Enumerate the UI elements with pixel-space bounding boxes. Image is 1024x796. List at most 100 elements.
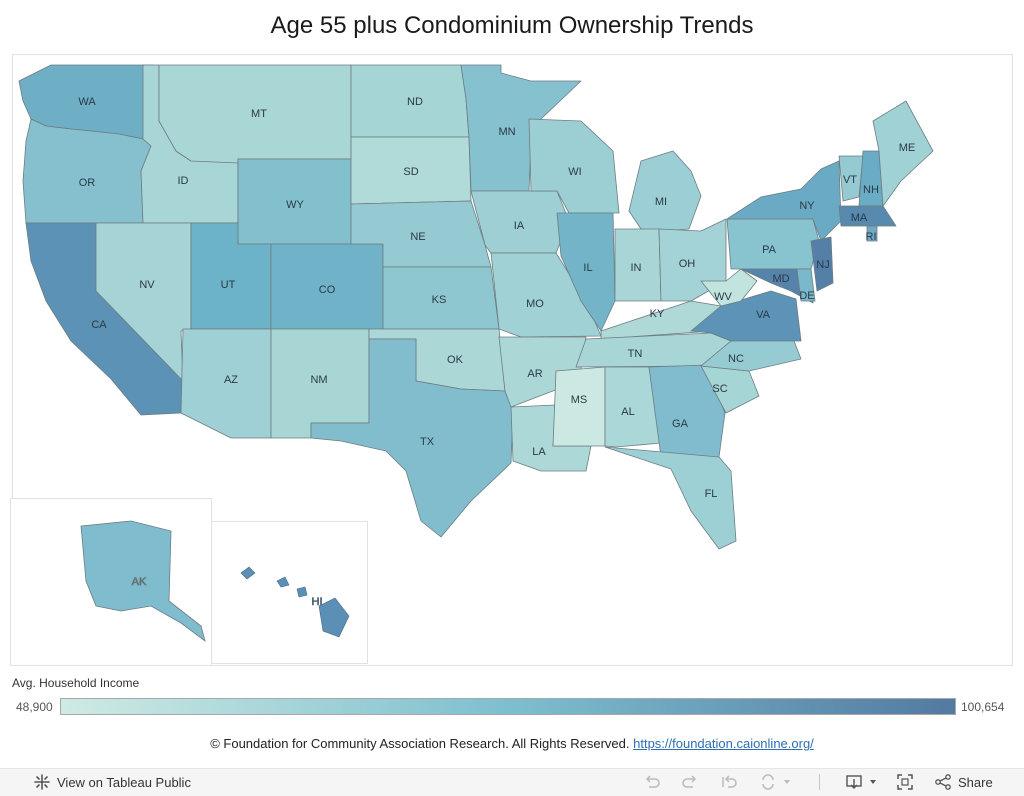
- state-az[interactable]: [180, 328, 272, 439]
- refresh-icon: [762, 774, 774, 790]
- state-label-ne: NE: [410, 231, 425, 243]
- tableau-toolbar: View on Tableau Public Share: [0, 768, 1024, 796]
- state-label-ny: NY: [799, 200, 815, 212]
- hawaii-island[interactable]: [276, 576, 290, 588]
- state-label-fl: FL: [705, 488, 718, 500]
- state-mi[interactable]: [628, 150, 702, 232]
- state-label-oh: OH: [679, 258, 696, 270]
- state-label-wi: WI: [568, 166, 581, 178]
- state-ar[interactable]: [498, 336, 587, 408]
- refresh-button[interactable]: [759, 773, 791, 791]
- state-nj[interactable]: [810, 236, 834, 292]
- state-ak[interactable]: [80, 520, 206, 643]
- share-label: Share: [958, 774, 993, 790]
- fullscreen-icon: [897, 774, 913, 790]
- state-ma[interactable]: [838, 205, 897, 227]
- fullscreen-button[interactable]: [896, 773, 914, 791]
- state-label-ca: CA: [91, 319, 107, 331]
- foundation-link[interactable]: https://foundation.caionline.org/: [633, 736, 814, 751]
- state-label-il: IL: [583, 262, 592, 274]
- chevron-down-icon: [870, 780, 876, 784]
- state-label-mo: MO: [526, 298, 544, 310]
- download-button[interactable]: [845, 773, 877, 791]
- state-label-ga: GA: [672, 418, 689, 430]
- state-nc[interactable]: [700, 332, 802, 372]
- state-label-la: LA: [532, 446, 546, 458]
- state-ri[interactable]: [866, 225, 878, 242]
- state-label-ma: MA: [851, 212, 868, 224]
- state-label-ok: OK: [447, 354, 464, 366]
- copyright-text: © Foundation for Community Association R…: [210, 736, 630, 751]
- state-label-pa: PA: [762, 244, 777, 256]
- revert-button[interactable]: [720, 773, 738, 791]
- hawaii-island[interactable]: [296, 586, 308, 598]
- state-fl[interactable]: [604, 446, 737, 550]
- state-label-wv: WV: [714, 291, 732, 303]
- hawaii-inset[interactable]: HI: [211, 521, 368, 664]
- state-label-nv: NV: [139, 279, 155, 291]
- legend-min-label: 48,900: [16, 700, 53, 714]
- state-label-tx: TX: [420, 436, 435, 448]
- state-label-id: ID: [178, 175, 189, 187]
- state-label-md: MD: [772, 273, 789, 285]
- legend-title: Avg. Household Income: [12, 676, 140, 690]
- state-ny[interactable]: [726, 160, 842, 242]
- alaska-inset[interactable]: AK: [10, 498, 212, 666]
- share-icon: [935, 774, 951, 790]
- state-label-al: AL: [621, 406, 634, 418]
- redo-button[interactable]: [681, 773, 699, 791]
- state-label-ms: MS: [571, 394, 588, 406]
- state-label-hi: HI: [312, 596, 323, 608]
- undo-button[interactable]: [643, 773, 661, 791]
- state-vt[interactable]: [838, 155, 864, 202]
- tableau-logo-icon: [34, 774, 50, 790]
- chevron-down-icon: [784, 780, 790, 784]
- state-label-or: OR: [79, 177, 96, 189]
- state-ga[interactable]: [648, 364, 726, 458]
- state-label-tn: TN: [628, 348, 643, 360]
- state-label-co: CO: [319, 284, 336, 296]
- state-label-nd: ND: [407, 96, 423, 108]
- state-label-ia: IA: [514, 220, 525, 232]
- state-label-sc: SC: [712, 383, 727, 395]
- state-ms[interactable]: [552, 366, 606, 447]
- legend-gradient-bar: [60, 698, 956, 715]
- state-hi[interactable]: [318, 597, 350, 638]
- state-label-ky: KY: [650, 308, 665, 320]
- state-label-me: ME: [899, 142, 916, 154]
- page-title: Age 55 plus Condominium Ownership Trends: [270, 12, 754, 39]
- state-label-nm: NM: [310, 374, 327, 386]
- state-label-de: DE: [799, 290, 814, 302]
- undo-icon: [645, 775, 660, 788]
- share-button[interactable]: Share: [934, 773, 993, 791]
- download-icon: [846, 775, 862, 789]
- state-label-mt: MT: [251, 108, 267, 120]
- state-label-sd: SD: [403, 166, 418, 178]
- state-label-az: AZ: [224, 374, 238, 386]
- view-on-tableau-button[interactable]: View on Tableau Public: [33, 773, 191, 791]
- hawaii-island[interactable]: [240, 566, 256, 580]
- state-label-in: IN: [631, 262, 642, 274]
- state-label-ks: KS: [432, 294, 447, 306]
- view-on-tableau-label: View on Tableau Public: [57, 774, 191, 790]
- state-label-ri: RI: [866, 231, 877, 243]
- state-label-mn: MN: [498, 126, 515, 138]
- state-label-mi: MI: [655, 196, 667, 208]
- state-me[interactable]: [872, 100, 934, 207]
- state-de[interactable]: [796, 268, 816, 302]
- state-label-ut: UT: [221, 279, 236, 291]
- redo-icon: [682, 775, 697, 788]
- state-wv[interactable]: [700, 268, 758, 307]
- state-label-wa: WA: [78, 96, 96, 108]
- state-label-nj: NJ: [816, 259, 829, 271]
- state-label-ar: AR: [527, 368, 542, 380]
- state-tx[interactable]: [310, 338, 514, 538]
- map-container[interactable]: WA OR CA ID NV MT WY UT AZ CO NM ND SD NE KS OK TX MN IA MO…: [12, 54, 1013, 666]
- state-label-ak: AK: [132, 576, 147, 588]
- state-label-nh: NH: [863, 184, 879, 196]
- copyright-footer: © Foundation for Community Association R…: [0, 736, 1024, 751]
- state-label-nc: NC: [728, 353, 744, 365]
- toolbar-divider: [819, 774, 820, 790]
- state-al[interactable]: [604, 366, 662, 448]
- us-map[interactable]: WA OR CA ID NV MT WY UT AZ CO NM ND SD NE KS OK TX MN IA MO…: [13, 55, 1012, 665]
